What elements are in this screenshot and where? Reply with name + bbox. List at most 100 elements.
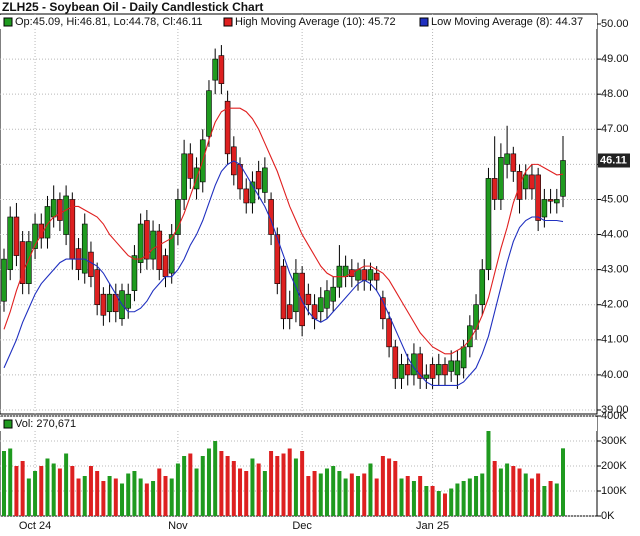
volume-bar	[250, 458, 255, 516]
candle-body	[44, 206, 51, 239]
y-tick-label: 44.00	[601, 228, 629, 240]
volume-bar	[8, 448, 13, 516]
volume-bar	[144, 483, 149, 516]
volume-bar	[430, 486, 435, 516]
candle-body	[224, 100, 231, 155]
candle-body	[243, 188, 250, 204]
volume-bar	[449, 488, 454, 516]
volume-bar	[411, 481, 416, 516]
candle-body	[479, 269, 486, 306]
volume-bar	[194, 468, 199, 516]
volume-bar	[561, 448, 565, 516]
x-tick-label: Jan 25	[416, 520, 449, 532]
candle-body	[255, 171, 262, 190]
candle-body	[274, 234, 281, 284]
volume-bar	[2, 451, 6, 516]
candle-body	[26, 241, 32, 284]
candle-body	[262, 167, 268, 193]
volume-bar	[82, 476, 87, 516]
volume-bar	[523, 473, 528, 516]
candle-body	[162, 255, 169, 277]
volume-bar	[293, 458, 298, 516]
volume-bar	[312, 471, 317, 516]
candle-body	[491, 178, 498, 200]
candle-body	[286, 304, 293, 320]
candle-body	[206, 90, 212, 137]
candle-body	[485, 178, 492, 270]
volume-legend: Vol: 270,671	[15, 418, 76, 430]
candle-body	[100, 293, 107, 316]
candle-body	[181, 153, 187, 200]
volume-bar	[548, 481, 553, 516]
volume-bar	[542, 486, 547, 516]
volume-bar	[405, 476, 410, 516]
volume-bar	[505, 463, 510, 516]
volume-bar	[287, 448, 292, 516]
legend-entry: High Moving Average (10): 45.72	[235, 16, 396, 28]
volume-bar	[88, 466, 93, 516]
legend-swatch	[223, 17, 233, 27]
y-tick-label: 43.00	[601, 264, 629, 276]
candle-body	[454, 360, 461, 376]
volume-bar	[107, 476, 112, 516]
y-tick-label: 42.00	[601, 299, 629, 311]
last-price-label: 46.11	[600, 154, 627, 166]
legend: Op:45.09, Hi:46.81, Lo:44.78, Cl:46.11 H…	[0, 15, 597, 431]
legend-swatch	[3, 419, 13, 429]
y-tick-label: 49.00	[601, 53, 629, 65]
candle-body	[367, 269, 374, 281]
volume-bar	[511, 466, 516, 516]
volume-bar	[492, 461, 497, 516]
candle-body	[435, 364, 442, 376]
candle-body	[361, 269, 368, 281]
volume-bar	[95, 471, 100, 516]
candle-body	[423, 374, 430, 379]
candle-body	[386, 318, 392, 348]
volume-bar	[356, 476, 361, 516]
volume-bar	[418, 476, 423, 516]
candle-body	[442, 364, 448, 376]
volume-bar	[343, 478, 348, 516]
x-tick-label: Dec	[292, 520, 312, 532]
candle-body	[50, 199, 57, 218]
candle-body	[317, 297, 324, 313]
volume-bar	[306, 476, 311, 516]
candle-body	[547, 199, 554, 202]
candle-body	[460, 346, 467, 369]
candle-body	[106, 293, 113, 313]
volume-bar	[486, 418, 491, 516]
volume-bar	[269, 451, 274, 516]
candle-body	[429, 364, 436, 379]
candle-body	[280, 265, 287, 320]
volume-bar	[169, 478, 174, 516]
x-tick-label: Oct 24	[19, 520, 51, 532]
volume-bar	[76, 478, 81, 516]
y-tick-label: 45.00	[601, 193, 629, 205]
candle-body	[69, 199, 76, 260]
y-tick-label: 47.00	[601, 123, 629, 135]
volume-bar	[39, 466, 44, 516]
candle-body	[299, 272, 305, 327]
candle-body	[305, 293, 312, 306]
candle-body	[1, 258, 7, 302]
candle-body	[57, 199, 63, 221]
candle-body	[7, 216, 14, 270]
candle-body	[535, 174, 541, 221]
candle-body	[32, 223, 38, 249]
legend-ohlc: Op:45.09, Hi:46.81, Lo:44.78, Cl:46.11	[15, 16, 203, 28]
x-tick-label: Nov	[168, 520, 188, 532]
volume-bar	[529, 478, 534, 516]
volume-bar	[349, 473, 354, 516]
volume-bar	[536, 473, 541, 516]
volume-bar	[45, 458, 50, 516]
volume-bar	[51, 463, 56, 516]
candle-body	[125, 293, 132, 309]
volume-bar	[399, 478, 404, 516]
candle-body	[541, 199, 548, 218]
volume-bar	[436, 491, 441, 516]
volume-bar	[26, 478, 31, 516]
volume-bar	[368, 463, 373, 516]
volume-bar	[175, 463, 180, 516]
candle-body	[88, 251, 94, 277]
volume-bar	[231, 461, 236, 516]
